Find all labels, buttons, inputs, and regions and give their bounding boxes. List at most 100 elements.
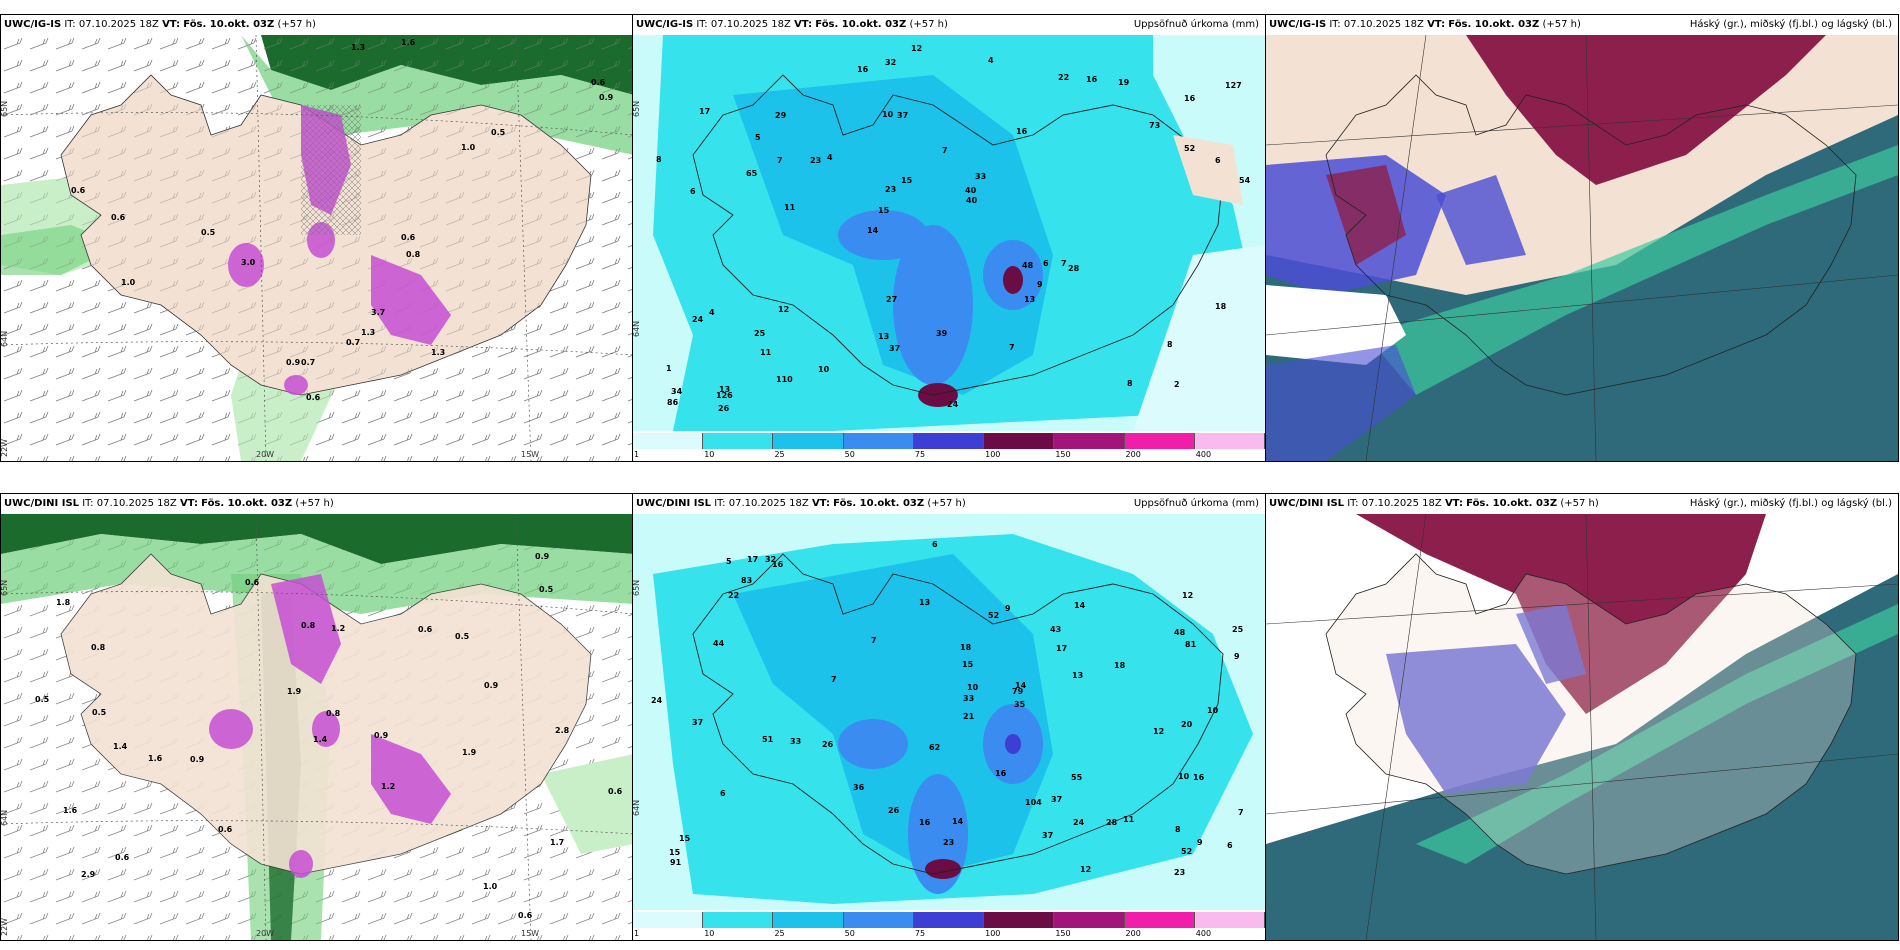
precip-value: 13 [919,598,930,607]
map-area[interactable]: 65N 64N 2 6 16 14 16 13 10 7 4 4 1 11 37 33 28 17 32 54 48… [633,35,1265,431]
precip-value: 0.6 [218,825,233,834]
valid-time: Fös. 10.okt. 03Z [201,498,293,509]
precip-value: 15 [878,206,890,215]
precip-value: 11 [784,203,796,212]
colorbar-tick: 75 [914,450,926,459]
precip-value: 24 [1073,818,1085,827]
precip-value: 37 [897,111,908,120]
precip-value: 43 [1050,625,1061,634]
precip-value: 16 [919,818,931,827]
init-time: IT: 07.10.2025 18Z [82,498,177,509]
valid-time-label: VT: [179,498,198,509]
precip-value: 14 [952,817,964,826]
precip-value: 13 [719,385,730,394]
lon-label: 20W [256,450,274,459]
map-area[interactable] [1266,514,1898,940]
precip-value: 16 [772,560,784,569]
map-area[interactable]: 65N 64N 6 14 10 7 9 11 15 17 16 15 16 16 20 23 5 26 23 48… [633,514,1265,910]
colorbar-swatch [1054,433,1125,449]
map-area[interactable]: 65N 64N 20W 15W 22W 1.6 0.6 0.9 1.3 0.5 … [1,35,634,461]
precip-value: 91 [670,858,682,867]
colorbar-tick: 50 [844,929,855,938]
precip-value: 0.8 [301,621,316,630]
precip-value: 37 [889,344,900,353]
panel-header: UWC/DINI ISL IT: 07.10.2025 18Z VT: Fös.… [1266,494,1898,514]
precip-value: 1.3 [431,348,445,357]
precip-value: 1.0 [461,143,476,152]
precip-value: 0.9 [484,681,499,690]
precip-value: 0.8 [326,709,341,718]
precip-value: 6 [1227,841,1233,850]
precip-value: 7 [1009,343,1015,352]
precip-value: 40 [965,186,977,195]
precip-value: 16 [995,769,1007,778]
precip-value: 1.3 [351,43,365,52]
init-time: IT: 07.10.2025 18Z [696,19,791,30]
precip-value: 12 [1182,591,1193,600]
precip-value: 22 [1058,73,1069,82]
lat-label: 65N [633,101,641,117]
lead-time: (+57 h) [277,19,316,30]
precip-value: 65 [746,169,758,178]
precip-value: 2 [1174,380,1180,389]
precip-value: 8 [656,155,662,164]
precip-value: 18 [960,643,972,652]
map-area[interactable]: 65N 64N 20W 15W 22W 0.6 1.4 1.2 1.8 1.7 0.8 0.… [1,514,634,940]
precip-value: 34 [671,387,683,396]
precip-value: 7 [871,636,877,645]
precip-value: 28 [1106,818,1118,827]
colorbar-tick: 10 [704,450,715,459]
precip-value: 0.8 [91,643,106,652]
colorbar-swatch [843,433,914,449]
precip-value: 1.6 [148,754,163,763]
valid-time: Fös. 10.okt. 03Z [183,19,275,30]
precip-value: 11 [760,348,772,357]
precip-value: 24 [947,400,959,409]
precip-value: 14 [1015,681,1027,690]
lat-label: 64N [1,331,9,347]
precip-value: 16 [857,65,869,74]
precip-value: 51 [762,735,774,744]
precip-value: 35 [1014,700,1026,709]
precip-value: 0.6 [591,78,606,87]
precip-value: 8 [1175,825,1181,834]
precip-value: 16 [1086,75,1098,84]
precip-value: 0.9 [535,552,550,561]
precip-value: 4 [988,56,994,65]
precip-value: 11 [1123,815,1135,824]
precip-value: 27 [886,295,897,304]
map-area[interactable] [1266,35,1898,461]
lead-time: (+57 h) [1560,498,1599,509]
lon-label: 15W [521,450,539,459]
precip-value: 23 [943,838,954,847]
colorbar-tick: 25 [774,929,785,938]
precip-value: 0.5 [35,695,50,704]
precip-value: 0.5 [455,632,470,641]
model-name: UWC/DINI ISL [1269,498,1345,509]
precip-value: 1 [666,364,672,373]
precip-value: 12 [1153,727,1164,736]
colorbar-tick: 75 [914,929,926,938]
precip-value: 33 [963,694,974,703]
colorbar-tick: 10 [704,929,715,938]
precip-value: 26 [888,806,900,815]
precip-value: 29 [775,111,787,120]
lead-time: (+57 h) [1542,19,1581,30]
colorbar-tick: 100 [985,929,1001,938]
colorbar-swatch [1194,433,1265,449]
precip-value: 3.7 [371,308,385,317]
precip-value: 1.3 [361,328,375,337]
model-name: UWC/IG-IS [4,19,62,30]
colorbar-swatch [773,912,844,928]
precip-value: 48 [1174,628,1186,637]
precip-value: 16 [1193,773,1205,782]
precip-value: 10 [1207,706,1219,715]
precip-value: 14 [867,226,879,235]
lat-label: 64N [633,800,641,816]
model-name: UWC/DINI ISL [4,498,80,509]
colorbar-tick: 50 [844,450,855,459]
precip-value: 10 [1178,772,1190,781]
precip-value: 7 [1238,808,1244,817]
precip-value: 9 [1197,838,1203,847]
precip-value: 24 [692,315,704,324]
